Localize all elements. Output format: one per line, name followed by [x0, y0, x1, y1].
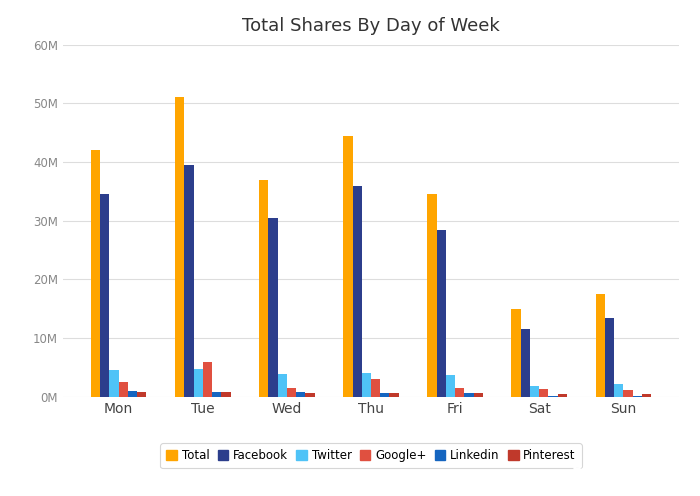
Bar — [343, 135, 353, 397]
Bar — [614, 384, 623, 397]
Bar — [371, 379, 380, 397]
Text: OkDork: OkDork — [22, 459, 80, 473]
Bar — [175, 97, 184, 397]
Bar — [194, 369, 203, 397]
Bar — [623, 390, 633, 397]
Bar — [558, 394, 567, 397]
Bar — [268, 218, 278, 397]
Bar — [596, 294, 605, 397]
Bar — [305, 393, 315, 397]
Bar — [128, 391, 137, 397]
Title: Total Shares By Day of Week: Total Shares By Day of Week — [242, 17, 500, 35]
Bar — [464, 393, 474, 397]
Bar — [184, 165, 194, 397]
Bar — [474, 393, 483, 397]
Bar — [427, 194, 437, 397]
Legend: Total, Facebook, Twitter, Google+, Linkedin, Pinterest: Total, Facebook, Twitter, Google+, Linke… — [160, 443, 582, 468]
Bar — [212, 392, 221, 397]
Bar — [380, 393, 389, 397]
Bar — [539, 389, 548, 397]
Text: BY NOAH KAGAN: BY NOAH KAGAN — [22, 481, 80, 487]
Bar — [521, 329, 530, 397]
Bar — [287, 388, 296, 397]
Bar — [91, 150, 100, 397]
Text: Buzzsumo: Buzzsumo — [572, 463, 654, 478]
Bar — [512, 309, 521, 397]
Bar — [530, 386, 539, 397]
Bar — [259, 180, 268, 397]
Bar — [455, 388, 464, 397]
Bar — [362, 373, 371, 397]
Bar — [633, 396, 642, 397]
Bar — [642, 394, 651, 397]
Bar — [548, 396, 558, 397]
Bar — [137, 392, 146, 397]
Bar — [437, 230, 446, 397]
Text: ◕: ◕ — [665, 463, 676, 476]
Bar — [296, 392, 305, 397]
Bar — [100, 194, 109, 397]
Bar — [605, 317, 614, 397]
Bar — [109, 371, 119, 397]
Bar — [203, 362, 212, 397]
Bar — [446, 375, 455, 397]
Bar — [353, 186, 362, 397]
Bar — [221, 392, 230, 397]
Bar — [119, 382, 128, 397]
Bar — [389, 393, 399, 397]
Bar — [278, 374, 287, 397]
